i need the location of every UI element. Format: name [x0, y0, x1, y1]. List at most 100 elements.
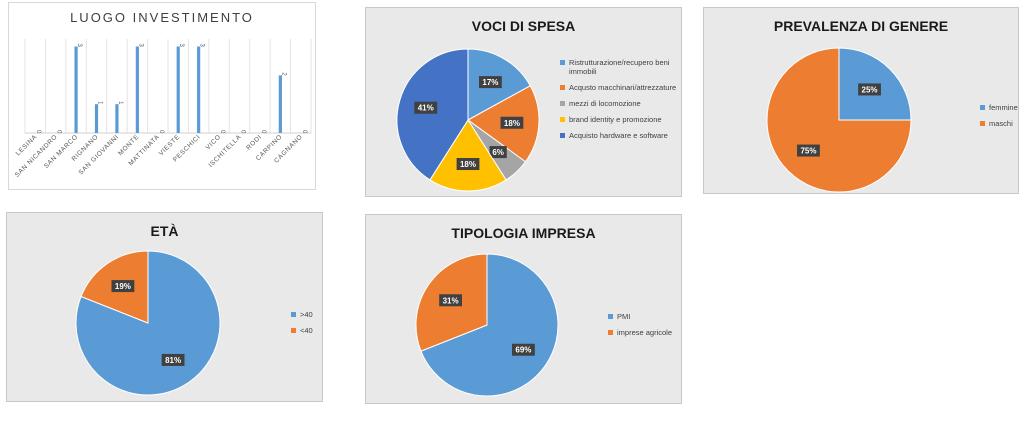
- legend-swatch: [980, 121, 985, 126]
- data-label: 0: [158, 130, 164, 134]
- prevalenza-di-genere-chart: PREVALENZA DI GENERE 25% 75% femmine masch…: [703, 7, 1019, 194]
- data-label-box: [797, 144, 820, 157]
- slice-brand-identity-e-promozione: [429, 119, 507, 192]
- data-label: 3: [199, 44, 205, 48]
- data-label: 1: [117, 101, 123, 105]
- legend-label: brand identity e promozione: [569, 115, 662, 124]
- legend-swatch: [608, 330, 613, 335]
- data-label: 1: [97, 101, 103, 105]
- legend-label: <40: [300, 326, 313, 335]
- chart-legend: femmine maschi: [980, 103, 1020, 135]
- legend-swatch: [608, 314, 613, 319]
- legend-swatch: [560, 117, 565, 122]
- legend-item-mezzi-di-locomozione: mezzi di locomozione: [560, 99, 678, 108]
- data-label: 0: [301, 130, 307, 134]
- eta-chart: ETÀ 81% 19% >40 <40: [6, 212, 323, 402]
- legend-label: Acqusto macchinari/attrezzature: [569, 83, 677, 92]
- legend-label: mezzi di locomozione: [569, 99, 641, 108]
- chart-legend: Ristrutturazione/recupero beni immobili A…: [560, 58, 678, 147]
- legend-item-40: >40: [291, 310, 321, 319]
- pie-chart-canvas: 17% 18% 6% 18% 41%: [396, 48, 540, 192]
- data-label: 3: [178, 44, 184, 48]
- legend-label: femmine: [989, 103, 1018, 112]
- data-label: 2: [280, 72, 286, 76]
- chart-title: TIPOLOGIA IMPRESA: [451, 225, 596, 241]
- data-label: 3: [76, 44, 82, 48]
- legend-label: Acquisto hardware e software: [569, 131, 668, 140]
- data-label-box: [414, 101, 438, 114]
- data-label: 3: [137, 44, 143, 48]
- legend-item-40: <40: [291, 326, 321, 335]
- legend-swatch: [560, 85, 565, 90]
- pie-chart-canvas: 25% 75%: [766, 47, 912, 193]
- data-label-box: [512, 343, 535, 356]
- legend-swatch: [560, 133, 565, 138]
- data-label-40: 19%: [115, 282, 131, 291]
- legend-item-brand-identity-e-promozione: brand identity e promozione: [560, 115, 678, 124]
- legend-label: maschi: [989, 119, 1013, 128]
- chart-legend: >40 <40: [291, 310, 321, 342]
- data-label-maschi: 75%: [800, 147, 816, 156]
- data-label-40: 81%: [165, 356, 181, 365]
- data-label-ristrutturazione-recupero-beni-immobili: 17%: [482, 78, 498, 87]
- data-label: 0: [219, 130, 225, 134]
- tick-label-san-giovanni: SAN GIOVANNI: [77, 133, 120, 176]
- bar-monte: [135, 46, 139, 133]
- data-label: 0: [56, 130, 62, 134]
- legend-label: imprese agricole: [617, 328, 673, 337]
- bar-carpino: [278, 75, 282, 133]
- data-label-femmine: 25%: [862, 85, 878, 94]
- data-label-pmi: 69%: [515, 346, 531, 355]
- legend-item-pmi: PMI: [608, 312, 682, 321]
- chart-title: VOCI DI SPESA: [471, 18, 576, 34]
- chart-title: PREVALENZA DI GENERE: [773, 18, 949, 34]
- data-label: 0: [240, 130, 246, 134]
- data-label-acquisto-hardware-e-software: 41%: [418, 104, 434, 113]
- legend-swatch: [560, 101, 565, 106]
- tick-label-rodi: RODI: [245, 133, 263, 151]
- data-label-imprese-agricole: 31%: [443, 296, 459, 305]
- legend-item-maschi: maschi: [980, 119, 1020, 128]
- slice-pmi: [420, 253, 559, 397]
- legend-swatch: [291, 328, 296, 333]
- data-label-brand-identity-e-promozione: 18%: [460, 160, 476, 169]
- data-label-box: [500, 116, 524, 129]
- bar-rignano: [94, 104, 99, 133]
- data-label-mezzi-di-locomozione: 6%: [492, 148, 504, 157]
- legend-item-femmine: femmine: [980, 103, 1020, 112]
- data-label-box: [858, 83, 881, 96]
- legend-swatch: [980, 105, 985, 110]
- data-label-box: [456, 158, 480, 171]
- pie-chart-canvas: 81% 19%: [75, 250, 221, 396]
- legend-swatch: [560, 60, 565, 65]
- tick-label-vico: VICO: [205, 133, 223, 151]
- legend-label: PMI: [617, 312, 631, 321]
- bar-san-giovanni: [115, 104, 119, 133]
- legend-item-acquisto-hardware-e-software: Acquisto hardware e software: [560, 131, 678, 140]
- chart-title: ETÀ: [150, 223, 179, 239]
- bar-vieste: [176, 46, 180, 133]
- data-label: 0: [35, 130, 41, 134]
- legend-item-acqusto-macchinari-attrezzature: Acqusto macchinari/attrezzature: [560, 83, 678, 92]
- slice-acquisto-hardware-e-software: [396, 48, 469, 181]
- bar-san-marco: [74, 46, 78, 133]
- data-label-acqusto-macchinari-attrezzature: 18%: [504, 119, 520, 128]
- legend-swatch: [291, 312, 296, 317]
- data-label-box: [439, 294, 462, 307]
- voci-di-spesa-chart: VOCI DI SPESA 17% 18% 6% 18% 41% Ristruttura…: [365, 7, 682, 197]
- data-label-box: [161, 353, 185, 366]
- pie-chart-canvas: 69% 31%: [415, 253, 559, 397]
- chart-legend: PMI imprese agricole: [608, 312, 682, 344]
- chart-title: LUOGO INVESTIMENTO: [70, 10, 254, 25]
- legend-label: Ristrutturazione/recupero beni immobili: [569, 58, 670, 76]
- luogo-investimento-chart: LUOGO INVESTIMENTO 0 LESINA 0 SAN NICANDRO 3…: [8, 2, 316, 190]
- data-label-box: [479, 76, 502, 89]
- legend-item-ristrutturazione-recupero-beni-immobili: Ristrutturazione/recupero beni immobili: [560, 58, 678, 76]
- tipologia-impresa-chart: TIPOLOGIA IMPRESA 69% 31% PMI imprese agri…: [365, 214, 682, 404]
- bar-peschici: [197, 46, 201, 133]
- legend-label: >40: [300, 310, 313, 319]
- legend-item-imprese-agricole: imprese agricole: [608, 328, 682, 337]
- data-label-box: [489, 146, 507, 159]
- data-label: 0: [260, 130, 266, 134]
